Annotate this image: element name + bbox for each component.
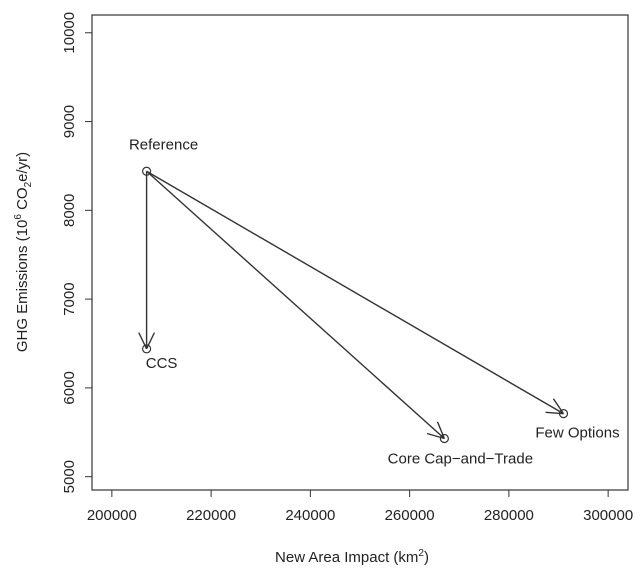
y-tick-label: 10000: [61, 12, 78, 54]
x-tick-label: 200000: [87, 507, 137, 524]
y-tick-label: 7000: [61, 282, 78, 315]
x-axis: 200000 220000 240000 260000 280000 300000: [87, 489, 633, 524]
arrow-head: [426, 432, 445, 440]
data-point: [141, 166, 152, 176]
arrows: [138, 170, 565, 440]
data-points: [141, 166, 569, 444]
x-tick-label: 240000: [285, 507, 335, 524]
data-point: [141, 344, 152, 354]
y-tick-label: 5000: [61, 460, 78, 493]
point-label: Reference: [129, 136, 198, 153]
data-point: [558, 409, 569, 419]
point-label: Few Options: [535, 425, 619, 442]
y-axis: 5000 6000 7000 8000 9000 10000: [61, 12, 93, 493]
arrow-head: [552, 398, 565, 415]
x-tick-label: 260000: [385, 507, 435, 524]
arrow-head: [138, 332, 148, 350]
arrow: [138, 171, 156, 350]
arrow-head: [145, 332, 156, 350]
y-axis-title: GHG Emissions (106 CO2e/yr): [13, 152, 34, 352]
point-label: Core Cap−and−Trade: [388, 451, 533, 468]
arrow: [146, 170, 446, 440]
y-tick-label: 8000: [61, 194, 78, 227]
data-point: [439, 433, 449, 444]
x-tick-label: 300000: [583, 507, 633, 524]
y-tick-label: 6000: [61, 371, 78, 404]
x-tick-label: 280000: [484, 507, 534, 524]
x-tick-label: 220000: [186, 507, 236, 524]
arrow: [146, 170, 565, 415]
y-tick-label: 9000: [61, 105, 78, 138]
arrow-head: [436, 421, 446, 439]
arrow-head: [545, 411, 564, 415]
x-axis-title: New Area Impact (km2): [275, 548, 429, 566]
plot-frame: [91, 14, 629, 491]
point-label: CCS: [146, 355, 178, 372]
